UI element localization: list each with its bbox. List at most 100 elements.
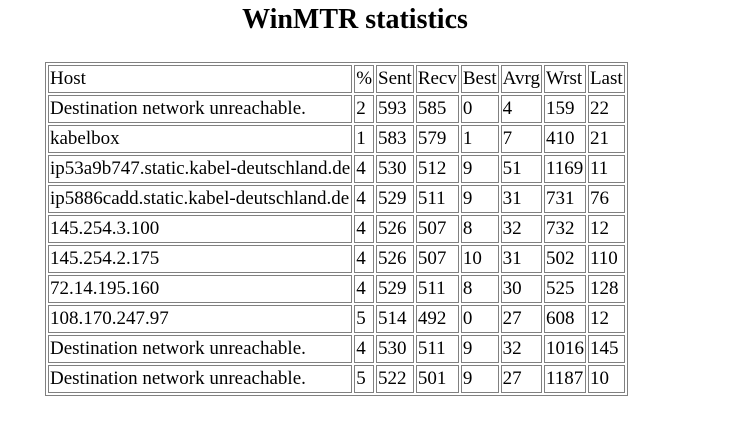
stat-cell: 12 xyxy=(587,305,625,333)
stat-cell: 9 xyxy=(460,335,499,363)
table-row: ip53a9b747.static.kabel-deutschland.de 4 5… xyxy=(48,155,625,183)
stat-cell: 502 xyxy=(543,245,586,273)
stat-cell: 21 xyxy=(587,125,625,153)
stat-cell: 0 xyxy=(460,305,499,333)
stat-cell: 731 xyxy=(543,185,586,213)
stat-cell: 4 xyxy=(354,155,375,183)
host-cell: ip53a9b747.static.kabel-deutschland.de xyxy=(48,155,353,183)
stat-cell: 10 xyxy=(587,365,625,393)
stat-cell: 526 xyxy=(376,215,414,243)
stat-cell: 529 xyxy=(376,275,414,303)
host-cell: 145.254.2.175 xyxy=(48,245,353,273)
stat-cell: 507 xyxy=(415,215,459,243)
host-cell: ip5886cadd.static.kabel-deutschland.de xyxy=(48,185,353,213)
stat-cell: 32 xyxy=(500,335,542,363)
stat-cell: 30 xyxy=(500,275,542,303)
table-row: kabelbox 1 583 579 1 7 410 21 xyxy=(48,125,625,153)
stat-cell: 11 xyxy=(587,155,625,183)
stat-cell: 7 xyxy=(500,125,542,153)
stat-cell: 2 xyxy=(354,95,375,123)
stat-cell: 4 xyxy=(354,215,375,243)
table-row: 145.254.3.100 4 526 507 8 32 732 12 xyxy=(48,215,625,243)
stat-cell: 128 xyxy=(587,275,625,303)
stat-cell: 31 xyxy=(500,245,542,273)
host-cell: Destination network unreachable. xyxy=(48,95,353,123)
stat-cell: 1187 xyxy=(543,365,586,393)
stat-cell: 579 xyxy=(415,125,459,153)
stat-cell: 608 xyxy=(543,305,586,333)
stat-cell: 522 xyxy=(376,365,414,393)
stat-cell: 9 xyxy=(460,155,499,183)
stat-cell: 4 xyxy=(354,335,375,363)
stat-cell: 512 xyxy=(415,155,459,183)
stat-cell: 593 xyxy=(376,95,414,123)
stats-table: Host% Sent Recv Best Avrg Wrst Last Destinatio… xyxy=(45,62,628,396)
stat-cell: 76 xyxy=(587,185,625,213)
header-cell: Avrg xyxy=(500,65,542,93)
stat-cell: 5 xyxy=(354,305,375,333)
stat-cell: 1169 xyxy=(543,155,586,183)
table-row: Destination network unreachable. 5 522 501 9… xyxy=(48,365,625,393)
host-cell: 108.170.247.97 xyxy=(48,305,353,333)
stat-cell: 32 xyxy=(500,215,542,243)
host-cell: Destination network unreachable. xyxy=(48,365,353,393)
header-row: Host% Sent Recv Best Avrg Wrst Last xyxy=(48,65,625,93)
stat-cell: 585 xyxy=(415,95,459,123)
table-row: ip5886cadd.static.kabel-deutschland.de 4 5… xyxy=(48,185,625,213)
stat-cell: 9 xyxy=(460,185,499,213)
header-cell: Last xyxy=(587,65,625,93)
stat-cell: 1 xyxy=(354,125,375,153)
stat-cell: 514 xyxy=(376,305,414,333)
stat-cell: 525 xyxy=(543,275,586,303)
header-cell: Sent xyxy=(376,65,414,93)
stat-cell: 145 xyxy=(587,335,625,363)
stat-cell: 4 xyxy=(354,245,375,273)
table-row: 108.170.247.97 5 514 492 0 27 608 12 xyxy=(48,305,625,333)
host-cell: 72.14.195.160 xyxy=(48,275,353,303)
stat-cell: 12 xyxy=(587,215,625,243)
table-row: 72.14.195.160 4 529 511 8 30 525 128 xyxy=(48,275,625,303)
header-cell: Host xyxy=(48,65,353,93)
stat-cell: 492 xyxy=(415,305,459,333)
stat-cell: 507 xyxy=(415,245,459,273)
stat-cell: 4 xyxy=(500,95,542,123)
stat-cell: 511 xyxy=(415,185,459,213)
page-title: WinMTR statistics xyxy=(242,4,468,35)
stat-cell: 1 xyxy=(460,125,499,153)
header-cell: Wrst xyxy=(543,65,586,93)
stat-cell: 501 xyxy=(415,365,459,393)
stat-cell: 8 xyxy=(460,275,499,303)
host-cell: Destination network unreachable. xyxy=(48,335,353,363)
stat-cell: 530 xyxy=(376,335,414,363)
stat-cell: 1016 xyxy=(543,335,586,363)
stat-cell: 10 xyxy=(460,245,499,273)
stat-cell: 4 xyxy=(354,275,375,303)
stat-cell: 583 xyxy=(376,125,414,153)
stat-cell: 5 xyxy=(354,365,375,393)
stat-cell: 529 xyxy=(376,185,414,213)
stat-cell: 8 xyxy=(460,215,499,243)
header-cell: Recv xyxy=(415,65,459,93)
stat-cell: 51 xyxy=(500,155,542,183)
header-cell: Best xyxy=(460,65,499,93)
table-row: Destination network unreachable. 2 593 585 0… xyxy=(48,95,625,123)
table-body: Destination network unreachable. 2 593 585 0… xyxy=(48,95,625,393)
stat-cell: 9 xyxy=(460,365,499,393)
header-cell: % xyxy=(354,65,375,93)
stat-cell: 27 xyxy=(500,365,542,393)
stat-cell: 4 xyxy=(354,185,375,213)
stat-cell: 511 xyxy=(415,335,459,363)
stat-cell: 0 xyxy=(460,95,499,123)
stat-cell: 27 xyxy=(500,305,542,333)
stat-cell: 732 xyxy=(543,215,586,243)
stat-cell: 31 xyxy=(500,185,542,213)
stat-cell: 110 xyxy=(587,245,625,273)
host-cell: kabelbox xyxy=(48,125,353,153)
stat-cell: 410 xyxy=(543,125,586,153)
host-cell: 145.254.3.100 xyxy=(48,215,353,243)
stat-cell: 511 xyxy=(415,275,459,303)
stat-cell: 22 xyxy=(587,95,625,123)
stat-cell: 159 xyxy=(543,95,586,123)
table-row: 145.254.2.175 4 526 507 10 31 502 110 xyxy=(48,245,625,273)
